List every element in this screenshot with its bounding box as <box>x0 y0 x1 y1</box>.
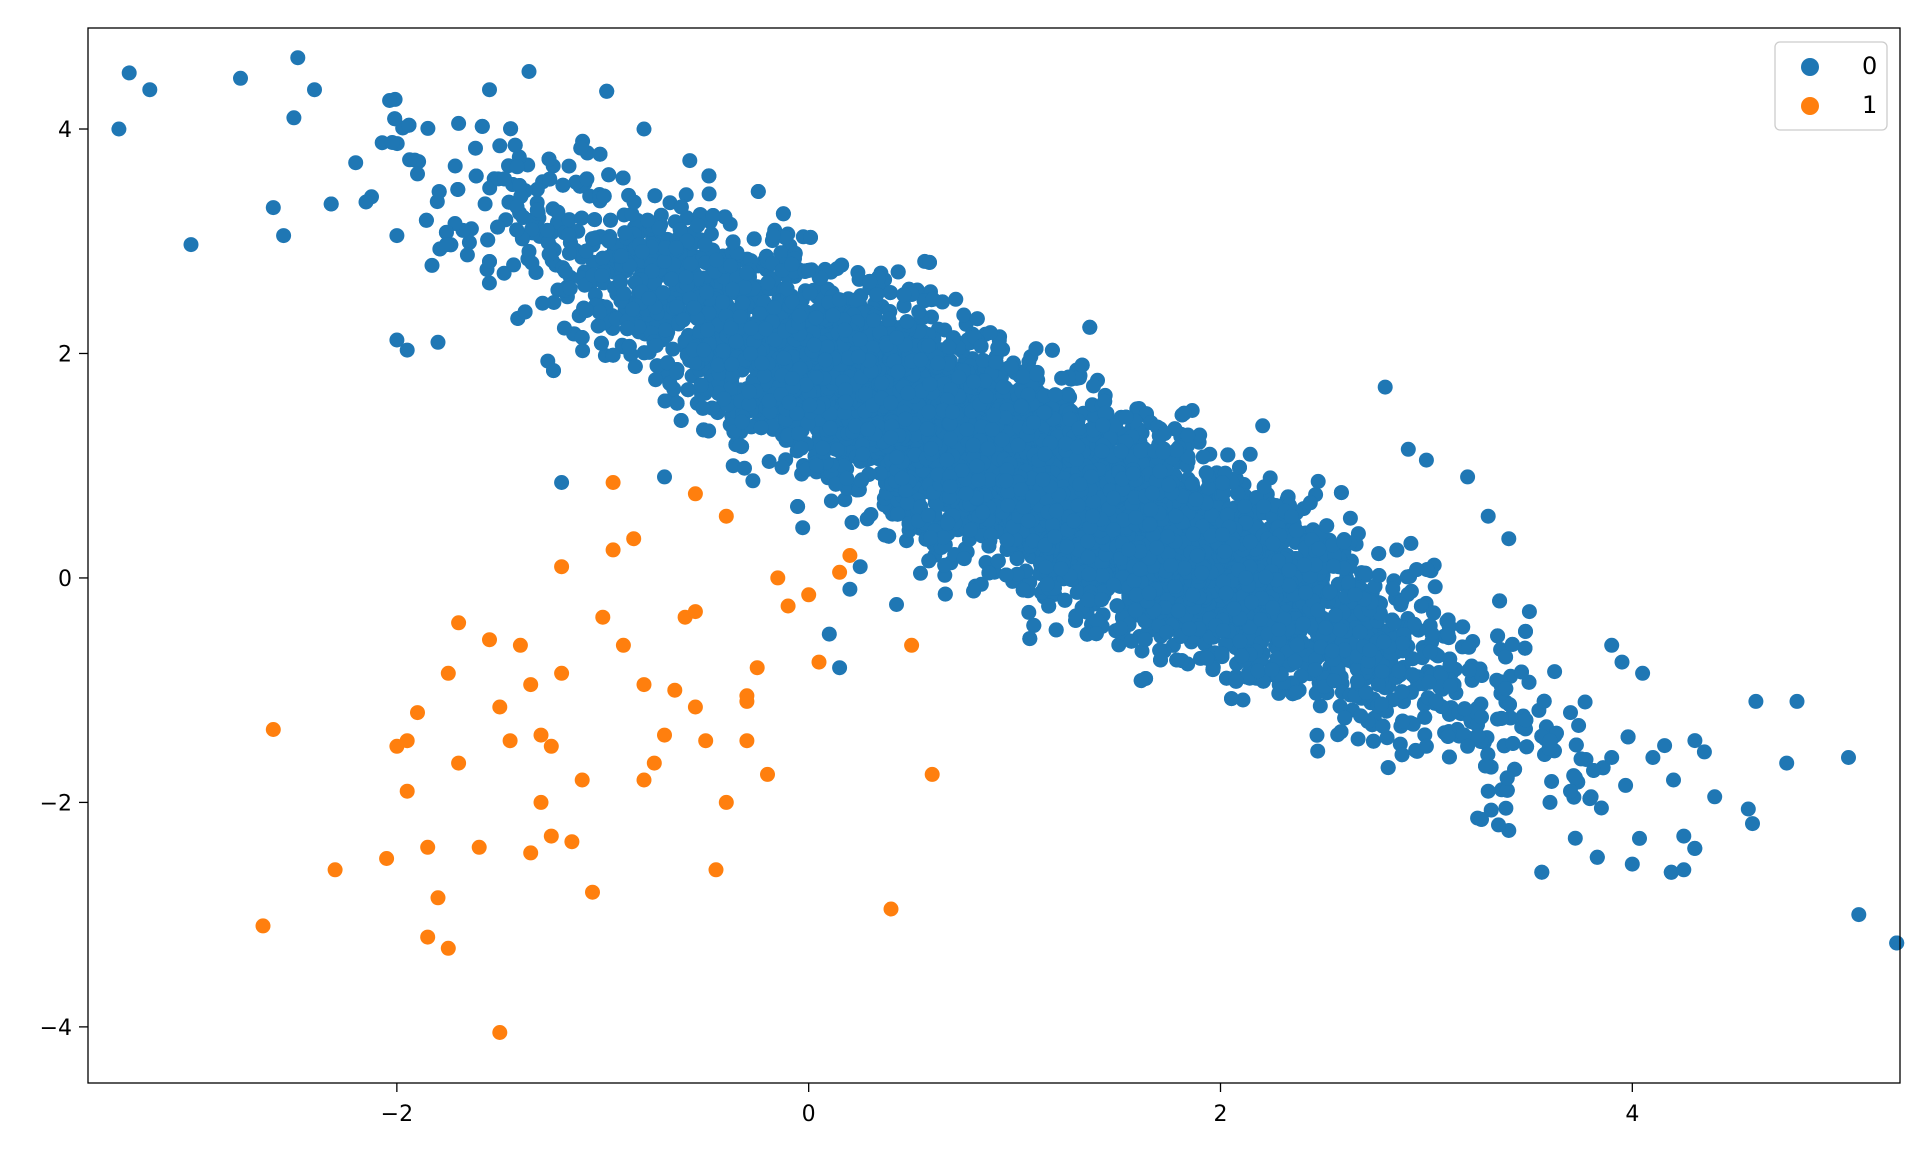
point-series-0 <box>1312 698 1328 714</box>
point-series-0 <box>725 458 741 474</box>
point-series-0 <box>1255 418 1271 434</box>
point-series-0 <box>662 195 678 211</box>
point-series-0 <box>1657 738 1673 754</box>
point-series-0 <box>1567 830 1583 846</box>
point-series-0 <box>745 473 761 489</box>
point-series-0 <box>1544 774 1560 789</box>
point-series-0 <box>1242 446 1258 462</box>
point-series-0 <box>678 187 694 203</box>
point-series-0 <box>889 597 904 612</box>
point-series-0 <box>1427 579 1443 595</box>
plot-area <box>88 28 1905 1083</box>
point-series-0 <box>1461 639 1477 655</box>
point-series-0 <box>477 196 493 212</box>
point-series-0 <box>1111 637 1127 653</box>
point-series-0 <box>1573 751 1589 767</box>
point-series-0 <box>1745 816 1760 832</box>
point-series-0 <box>481 275 497 291</box>
point-series-0 <box>461 234 477 250</box>
point-series-0 <box>506 257 522 273</box>
point-series-0 <box>795 520 811 536</box>
points-layer <box>111 50 1905 1040</box>
point-series-0 <box>468 140 483 156</box>
point-series-0 <box>948 291 964 307</box>
point-series-0 <box>1547 664 1563 680</box>
point-series-0 <box>1342 510 1358 526</box>
point-series-0 <box>420 120 436 136</box>
point-series-0 <box>459 247 475 263</box>
point-series-0 <box>1740 801 1756 817</box>
point-series-0 <box>546 295 562 310</box>
point-series-0 <box>701 186 717 202</box>
point-series-0 <box>233 70 248 86</box>
point-series-0 <box>1498 800 1514 816</box>
point-series-0 <box>1417 727 1433 743</box>
point-series-0 <box>913 565 928 581</box>
point-series-0 <box>561 158 577 174</box>
point-series-0 <box>1235 692 1251 708</box>
point-series-0 <box>424 257 440 273</box>
point-series-0 <box>290 50 306 66</box>
point-series-0 <box>1350 731 1366 747</box>
point-series-0 <box>575 343 591 359</box>
point-series-0 <box>1618 777 1634 793</box>
